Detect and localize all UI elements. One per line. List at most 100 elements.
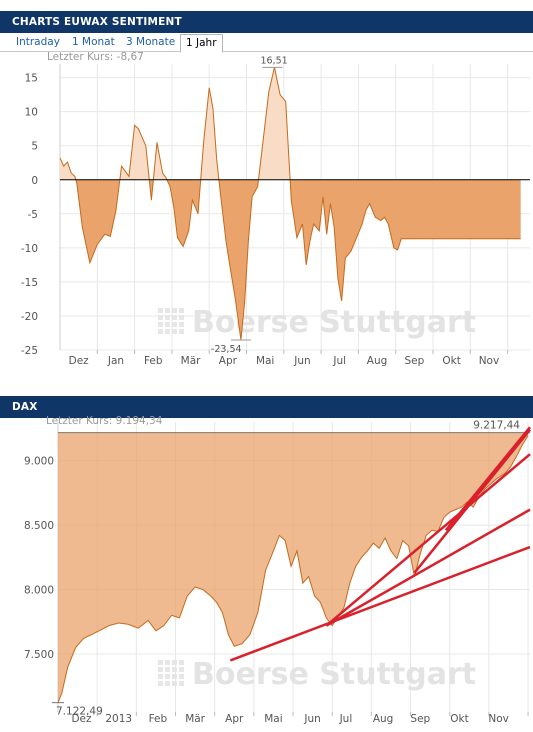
watermark-text: Boerse Stuttgart xyxy=(192,657,476,692)
watermark-dot xyxy=(172,322,177,327)
watermark-dot xyxy=(158,322,163,327)
y-tick-label: 5 xyxy=(31,141,38,153)
watermark-dot xyxy=(179,322,184,327)
panel-header-euwax: CHARTS EUWAX SENTIMENT xyxy=(0,11,533,33)
watermark-dot xyxy=(158,329,163,334)
watermark-dot xyxy=(158,681,163,686)
x-tick-label: Mai xyxy=(256,355,274,367)
tab-3-monate[interactable]: 3 Monate xyxy=(126,36,176,48)
panel-header-dax: DAX xyxy=(0,396,533,418)
watermark-dot xyxy=(179,308,184,313)
watermark-dot xyxy=(172,681,177,686)
x-tick-label: Dez xyxy=(71,713,92,725)
watermark-dot xyxy=(158,674,163,679)
dax-chart: 9.000 8.500 8.000 7.500 Boerse Stuttgart Dez 2… xyxy=(24,415,531,725)
watermark-dot xyxy=(158,667,163,672)
y-tick-label: 7.500 xyxy=(24,649,54,661)
trendline xyxy=(229,545,531,662)
watermark-dot xyxy=(172,308,177,313)
min-label: -23,54 xyxy=(211,344,242,355)
y-tick-label: 10 xyxy=(25,107,38,119)
trendline xyxy=(413,428,531,574)
watermark-dot xyxy=(172,674,177,679)
x-tick-label: Apr xyxy=(225,713,244,725)
x-tick-label: Sep xyxy=(410,713,430,725)
sentiment-chart: 15 10 5 0 -5 -10 -15 -20 -25 Boerse Stuttgart Dez J… xyxy=(21,52,530,367)
x-tick-label: Mär xyxy=(181,355,201,367)
x-tick-label: Mai xyxy=(264,713,282,725)
trendline xyxy=(444,426,531,532)
last-price-label: Letzter Kurs: -8,67 xyxy=(47,52,144,63)
panel-title: CHARTS EUWAX SENTIMENT xyxy=(12,16,182,28)
y-tick-label: 8.000 xyxy=(24,585,54,597)
watermark-dot xyxy=(179,681,184,686)
trendline xyxy=(325,453,531,627)
x-tick-label: Feb xyxy=(144,355,163,367)
x-tick-label: Jul xyxy=(339,713,353,725)
tab-intraday[interactable]: Intraday xyxy=(16,36,60,48)
watermark-dot xyxy=(165,322,170,327)
max-label: 9.217,44 xyxy=(473,420,520,432)
area-negative xyxy=(60,179,521,340)
series-line xyxy=(59,67,521,340)
y-tick-label: 8.500 xyxy=(24,520,54,532)
watermark-dot xyxy=(165,674,170,679)
watermark-dot xyxy=(165,660,170,665)
x-tick-label: Mär xyxy=(185,713,205,725)
x-tick-label: 2013 xyxy=(105,713,132,725)
x-tick-label: Apr xyxy=(219,355,238,367)
panel-title: DAX xyxy=(12,401,38,413)
watermark-dot xyxy=(179,674,184,679)
y-tick-label: -25 xyxy=(21,345,38,357)
watermark-dot xyxy=(165,329,170,334)
min-label: 7.122,49 xyxy=(56,706,103,718)
series-line xyxy=(57,435,529,703)
x-tick-label: Nov xyxy=(479,355,500,367)
last-price-label: Letzter Kurs: 9.194,34 xyxy=(46,415,163,427)
x-tick-label: Aug xyxy=(373,713,394,725)
watermark-dot xyxy=(165,667,170,672)
watermark-dot xyxy=(158,660,163,665)
watermark-dot xyxy=(165,315,170,320)
y-tick-label: -20 xyxy=(21,311,38,323)
x-tick-label: Jan xyxy=(107,355,124,367)
watermark-dot xyxy=(179,315,184,320)
watermark-dot xyxy=(179,329,184,334)
watermark-dot xyxy=(172,667,177,672)
x-tick-label: Jun xyxy=(293,355,310,367)
y-tick-label: -15 xyxy=(21,277,38,289)
watermark: Boerse Stuttgart xyxy=(158,657,476,692)
y-tick-label: 0 xyxy=(31,175,38,187)
watermark-dot xyxy=(165,308,170,313)
x-tick-label: Sep xyxy=(404,355,424,367)
watermark-dot xyxy=(179,660,184,665)
y-tick-label: -10 xyxy=(21,243,38,255)
tab-1-monat[interactable]: 1 Monat xyxy=(72,36,115,48)
max-label: 16,51 xyxy=(260,55,287,66)
watermark-dot xyxy=(172,660,177,665)
y-tick-label: -5 xyxy=(28,209,38,221)
watermark-dot xyxy=(172,329,177,334)
x-tick-label: Nov xyxy=(488,713,509,725)
watermark: Boerse Stuttgart xyxy=(158,305,476,340)
watermark-dot xyxy=(158,315,163,320)
x-tick-label: Okt xyxy=(442,355,460,367)
x-tick-label: Jun xyxy=(303,713,320,725)
x-tick-label: Feb xyxy=(149,713,168,725)
y-tick-label: 9.000 xyxy=(24,456,54,468)
area-positive xyxy=(60,67,291,180)
tab-1-jahr[interactable]: 1 Jahr xyxy=(180,34,223,53)
x-tick-label: Aug xyxy=(367,355,388,367)
x-tick-label: Jul xyxy=(332,355,346,367)
watermark-dot xyxy=(158,308,163,313)
x-tick-label: Okt xyxy=(450,713,468,725)
timeframe-tabs: Intraday 1 Monat 3 Monate 1 Jahr xyxy=(0,34,533,53)
trendline xyxy=(325,508,531,627)
watermark-dot xyxy=(165,681,170,686)
y-tick-label: 15 xyxy=(25,73,38,85)
watermark-text: Boerse Stuttgart xyxy=(192,305,476,340)
watermark-dot xyxy=(179,667,184,672)
watermark-dot xyxy=(172,315,177,320)
area-fill xyxy=(58,432,529,703)
x-tick-label: Dez xyxy=(69,355,90,367)
